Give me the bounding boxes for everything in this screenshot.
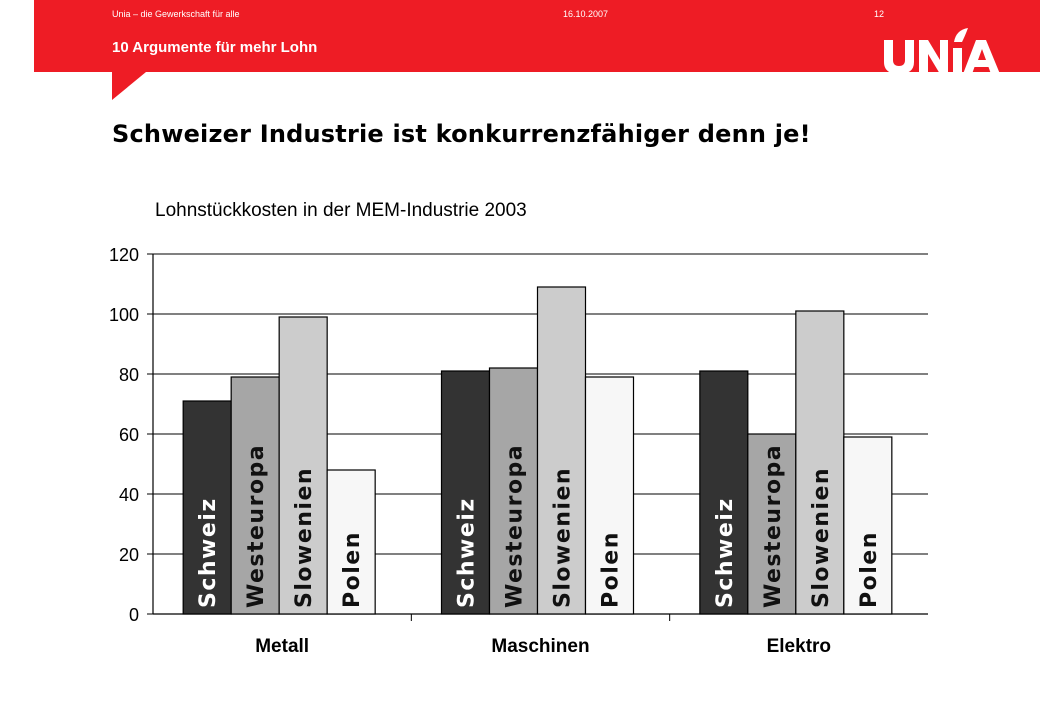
organization-text: Unia – die Gewerkschaft für alle: [112, 9, 240, 19]
y-tick-label: 40: [119, 485, 139, 505]
bar-label: Slowenien: [551, 467, 576, 608]
y-tick-label: 80: [119, 365, 139, 385]
bar-schweiz-elektro: [699, 370, 749, 615]
bar-label: Schweiz: [196, 497, 221, 608]
banner-background: [34, 0, 1040, 100]
y-tick-label: 20: [119, 545, 139, 565]
bar-polen-metall: [326, 469, 376, 615]
y-tick-label: 120: [109, 245, 139, 265]
page-number: 12: [874, 9, 885, 19]
presentation-subtitle: 10 Argumente für mehr Lohn: [112, 39, 318, 56]
bar-label: Polen: [857, 531, 882, 608]
bar-label: Slowenien: [809, 467, 834, 608]
header-banner-shape: [34, 0, 1040, 100]
bar-label: Schweiz: [455, 497, 480, 608]
y-tick-label: 60: [119, 425, 139, 445]
y-tick-label: 100: [109, 305, 139, 325]
bar-slowenien-elektro: [795, 310, 845, 615]
y-tick-label: 0: [129, 605, 139, 625]
bar-label: Westeuropa: [503, 444, 528, 608]
category-label: Metall: [255, 636, 309, 657]
category-label: Maschinen: [491, 636, 589, 657]
bar-polen-elektro: [843, 436, 893, 615]
chart-title: Lohnstückkosten in der MEM-Industrie 200…: [155, 200, 527, 221]
bar-label: Schweiz: [713, 497, 738, 608]
bar-schweiz-maschinen: [440, 370, 491, 615]
bar-label: Westeuropa: [244, 444, 269, 608]
bar-slowenien-maschinen: [536, 286, 587, 615]
bar-schweiz-metall: [182, 400, 232, 615]
bar-label: Westeuropa: [761, 444, 786, 608]
date-text: 16.10.2007: [563, 9, 609, 19]
category-label: Elektro: [767, 636, 831, 657]
header-banner: [34, 0, 1040, 100]
bar-polen-maschinen: [584, 376, 635, 615]
bar-label: Polen: [340, 531, 365, 608]
bar-label: Slowenien: [292, 467, 317, 608]
bar-westeuropa-maschinen: [488, 367, 539, 615]
unia-logo-mark: [884, 28, 1000, 74]
bar-slowenien-metall: [278, 316, 328, 615]
bar-westeuropa-elektro: [747, 433, 797, 615]
unia-logo: [880, 26, 1008, 76]
bar-label: Polen: [599, 531, 624, 608]
slide-heading: Schweizer Industrie ist konkurrenzfähige…: [112, 120, 811, 148]
bar-westeuropa-metall: [230, 376, 280, 615]
